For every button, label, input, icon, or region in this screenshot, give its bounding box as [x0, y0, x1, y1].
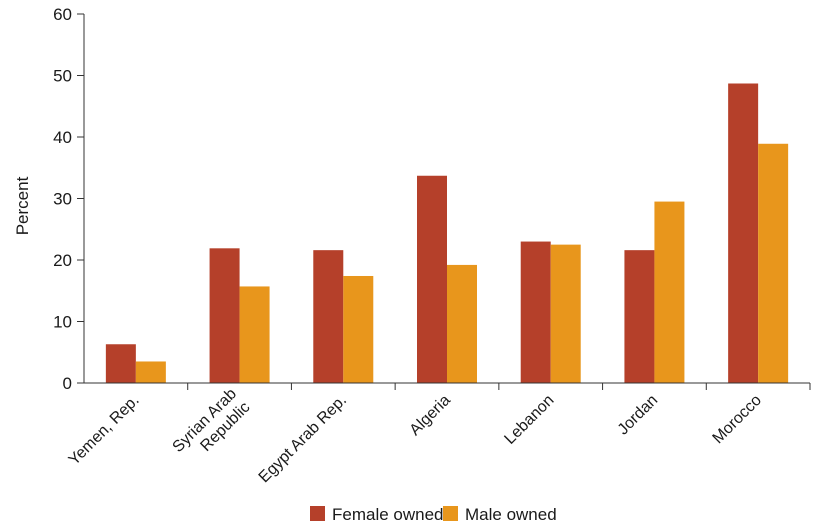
y-tick-label: 20 [53, 251, 72, 270]
bar-male-5 [654, 201, 685, 383]
legend-label-female: Female owned [332, 505, 444, 524]
y-tick-label: 0 [63, 374, 72, 393]
x-tick-label: Algeria [407, 392, 454, 439]
x-tick-label: Egypt Arab Rep. [256, 392, 350, 486]
bar-male-0 [135, 361, 166, 383]
legend-label-male: Male owned [465, 505, 557, 524]
bar-male-2 [343, 275, 374, 383]
bars-layer [105, 83, 789, 384]
y-tick-label: 30 [53, 190, 72, 209]
bar-male-4 [550, 244, 581, 383]
x-tick-labels: Yemen, Rep. Syrian ArabRepublic Egypt Arab… [66, 383, 811, 486]
y-tick-label: 10 [53, 313, 72, 332]
bar-female-0 [105, 344, 136, 383]
y-tick-label: 40 [53, 128, 72, 147]
bar-female-1 [209, 248, 240, 383]
y-axis-title: Percent [13, 176, 32, 235]
bar-female-2 [313, 250, 344, 383]
y-ticks: 0 10 20 30 40 50 60 [53, 5, 84, 393]
bar-female-4 [520, 241, 551, 383]
legend-swatch-male [443, 506, 458, 521]
x-tick-label: Yemen, Rep. [66, 392, 143, 469]
x-tick-label: Morocco [710, 392, 765, 447]
y-tick-label: 60 [53, 5, 72, 24]
legend: Female owned Male owned [310, 505, 557, 524]
x-tick-label: Lebanon [501, 392, 557, 448]
y-tick-label: 50 [53, 67, 72, 86]
bar-male-3 [447, 264, 477, 383]
bar-male-6 [758, 143, 789, 383]
bar-female-3 [417, 175, 447, 383]
bar-female-6 [728, 83, 759, 384]
bar-female-5 [624, 250, 655, 383]
x-tick-label: Jordan [615, 392, 662, 439]
legend-swatch-female [310, 506, 325, 521]
x-tick-label: Syrian ArabRepublic [170, 385, 254, 469]
bar-male-1 [239, 286, 270, 383]
